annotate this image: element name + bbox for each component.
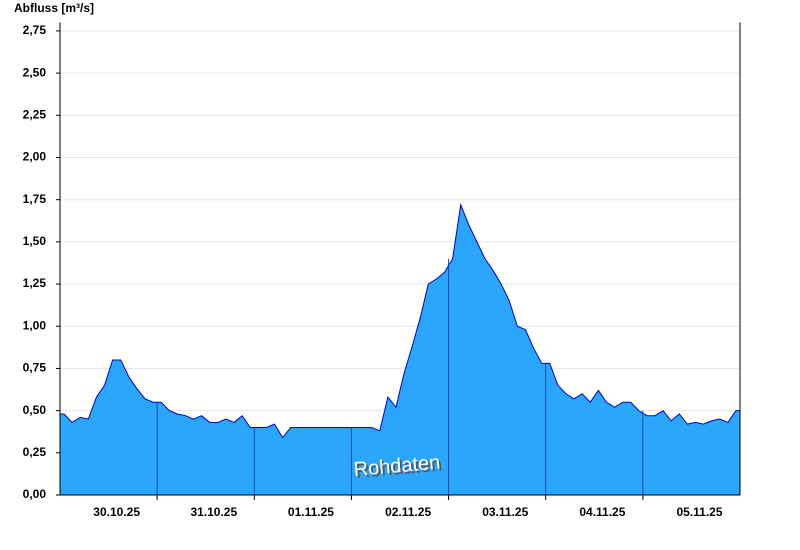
x-tick-label: 03.11.25 [482, 505, 528, 519]
x-tick-label: 31.10.25 [190, 505, 237, 519]
y-tick-label: 2,25 [23, 107, 47, 121]
y-tick-label: 1,75 [23, 192, 47, 206]
y-tick-label: 2,00 [23, 150, 47, 164]
y-tick-label: 2,75 [23, 23, 47, 37]
y-tick-label: 1,50 [23, 234, 47, 248]
y-tick-label: 0,75 [23, 361, 47, 375]
x-tick-label: 02.11.25 [385, 505, 431, 519]
chart-title: Abfluss [m³/s] [14, 1, 94, 15]
y-tick-label: 0,50 [23, 403, 47, 417]
y-tick-label: 0,00 [23, 487, 47, 501]
y-tick-label: 2,50 [23, 65, 47, 79]
x-tick-label: 04.11.25 [579, 505, 625, 519]
y-tick-label: 0,25 [23, 445, 47, 459]
y-tick-label: 1,00 [23, 318, 47, 332]
area [60, 204, 740, 495]
x-tick-label: 30.10.25 [93, 505, 140, 519]
x-tick-label: 05.11.25 [676, 505, 722, 519]
y-tick-label: 1,25 [23, 276, 47, 290]
x-tick-label: 01.11.25 [288, 505, 334, 519]
line [60, 202, 740, 439]
